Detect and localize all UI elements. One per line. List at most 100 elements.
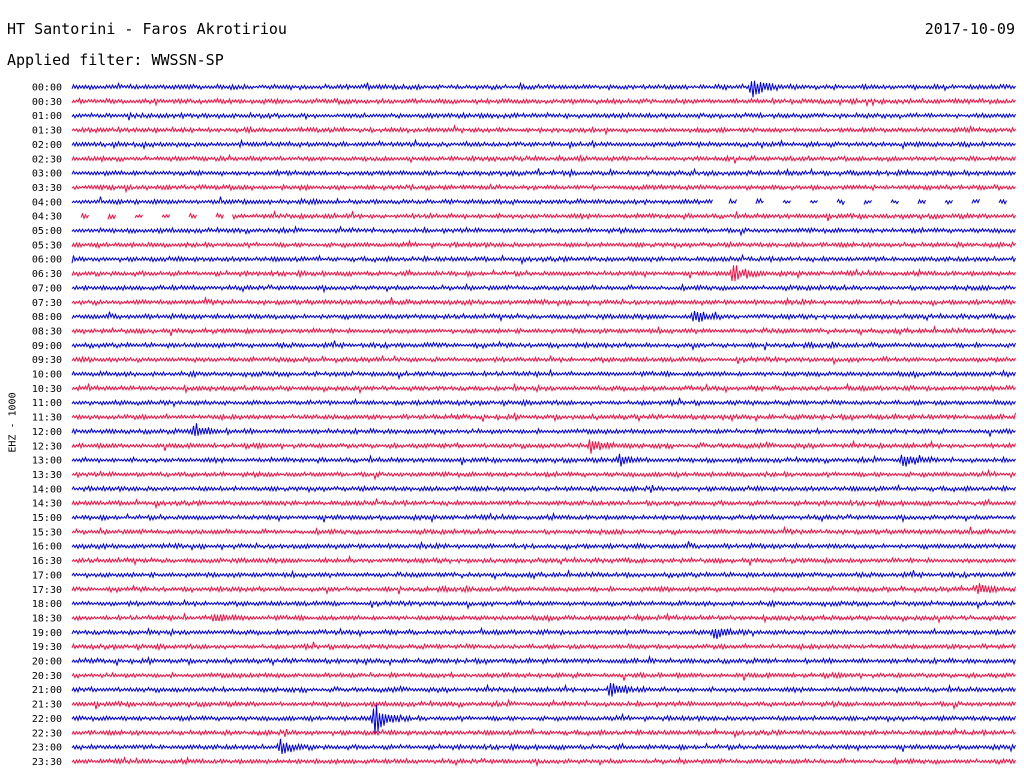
seismic-trace [71, 727, 1016, 739]
time-tick-label: 18:30 [32, 613, 62, 624]
time-tick-label: 06:30 [32, 269, 62, 280]
time-tick-label: 00:00 [32, 83, 62, 94]
seismic-trace [71, 340, 1016, 352]
seismic-trace [161, 213, 170, 219]
time-tick-label: 17:00 [32, 570, 62, 581]
time-tick-label: 14:30 [32, 499, 62, 510]
seismic-trace [71, 698, 1016, 711]
station-title: HT Santorini - Faros Akrotiriou [7, 20, 287, 38]
seismic-trace [71, 196, 713, 206]
time-tick-label: 07:30 [32, 298, 62, 309]
time-tick-label: 07:00 [32, 283, 62, 294]
seismic-trace [71, 704, 1016, 735]
time-tick-label: 23:00 [32, 743, 62, 754]
seismic-trace [71, 654, 1016, 667]
seismic-trace [944, 199, 953, 206]
seismic-trace [71, 123, 1016, 136]
time-tick-label: 08:00 [32, 312, 62, 323]
time-tick-label: 04:00 [32, 197, 62, 208]
seismic-trace [71, 225, 1016, 237]
time-tick-label: 11:30 [32, 413, 62, 424]
time-tick-label: 20:00 [32, 657, 62, 668]
time-tick-label: 02:00 [32, 140, 62, 151]
time-tick-label: 05:00 [32, 226, 62, 237]
seismic-trace [71, 540, 1016, 552]
seismic-trace [71, 554, 1016, 567]
time-tick-label: 10:00 [32, 370, 62, 381]
seismic-trace [71, 423, 1016, 437]
time-tick-label: 02:30 [32, 154, 62, 165]
seismic-trace [71, 497, 1016, 510]
seismic-trace [71, 324, 1016, 337]
seismic-trace [71, 382, 1016, 395]
time-tick-label: 01:30 [32, 126, 62, 137]
time-tick-label: 20:30 [32, 671, 62, 682]
seismic-trace [71, 598, 1016, 610]
time-tick-label: 09:30 [32, 355, 62, 366]
seismic-trace [71, 239, 1016, 250]
seismic-trace [71, 265, 1016, 282]
seismic-trace [71, 671, 1016, 681]
seismic-trace [80, 212, 89, 220]
seismic-trace [71, 453, 1016, 467]
time-tick-label: 13:30 [32, 470, 62, 481]
seismic-trace [71, 397, 1016, 408]
time-tick-label: 04:30 [32, 212, 62, 223]
seismic-trace [71, 354, 1016, 366]
time-tick-label: 19:30 [32, 642, 62, 653]
seismic-trace [71, 295, 1016, 308]
time-tick-label: 21:30 [32, 700, 62, 711]
seismic-trace [728, 197, 737, 205]
time-tick-label: 16:00 [32, 542, 62, 553]
filter-label: Applied filter: WWSSN-SP [7, 51, 224, 69]
time-tick-label: 17:30 [32, 585, 62, 596]
seismic-trace [71, 483, 1016, 494]
seismic-trace [71, 111, 1016, 121]
time-tick-label: 11:00 [32, 398, 62, 409]
seismic-trace [836, 198, 845, 206]
time-tick-label: 22:00 [32, 714, 62, 725]
time-tick-label: 10:30 [32, 384, 62, 395]
seismic-trace [71, 368, 1016, 381]
seismic-trace [71, 612, 1016, 625]
seismic-trace [232, 209, 1016, 222]
time-tick-label: 22:30 [32, 728, 62, 739]
seismic-trace [71, 183, 1016, 194]
record-date: 2017-10-09 [924, 20, 1015, 38]
seismic-trace [71, 568, 1016, 581]
seismic-trace [134, 213, 143, 219]
seismic-trace [71, 525, 1016, 537]
seismic-trace [188, 212, 197, 220]
seismic-trace [107, 213, 116, 221]
seismic-trace [71, 626, 1016, 640]
seismic-trace [215, 212, 224, 220]
time-tick-label: 09:00 [32, 341, 62, 352]
time-tick-label: 08:30 [32, 326, 62, 337]
seismic-trace [71, 511, 1016, 524]
time-tick-label: 12:00 [32, 427, 62, 438]
seismic-trace [71, 755, 1016, 768]
time-tick-label: 03:30 [32, 183, 62, 194]
time-tick-label: 01:00 [32, 111, 62, 122]
seismic-trace [71, 138, 1016, 151]
seismic-trace [71, 641, 1016, 652]
seismic-trace [917, 198, 926, 205]
seismic-trace [71, 80, 1016, 98]
seismic-trace [71, 683, 1016, 697]
seismic-trace [809, 199, 818, 205]
seismic-trace [71, 310, 1016, 323]
time-tick-label: 21:00 [32, 685, 62, 696]
seismic-trace [863, 199, 872, 205]
seismic-trace [782, 199, 791, 205]
time-tick-label: 13:00 [32, 456, 62, 467]
seismic-trace [71, 167, 1016, 179]
seismic-trace [71, 468, 1016, 481]
time-tick-label: 00:30 [32, 97, 62, 108]
seismic-trace [998, 198, 1007, 205]
seismic-trace [71, 738, 1016, 754]
seismic-trace [890, 198, 899, 205]
seismic-trace [71, 282, 1016, 294]
time-tick-label: 16:30 [32, 556, 62, 567]
seismic-trace [71, 153, 1016, 164]
